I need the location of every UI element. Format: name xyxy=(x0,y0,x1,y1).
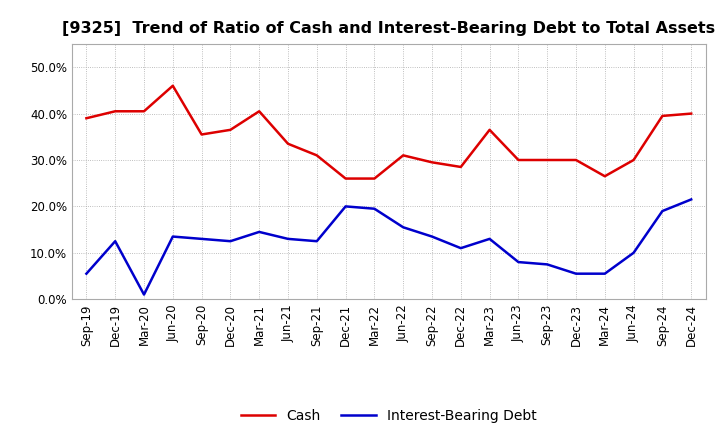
Interest-Bearing Debt xyxy=(399,225,408,230)
Interest-Bearing Debt xyxy=(370,206,379,211)
Cash xyxy=(572,158,580,163)
Interest-Bearing Debt xyxy=(226,238,235,244)
Interest-Bearing Debt xyxy=(600,271,609,276)
Interest-Bearing Debt xyxy=(543,262,552,267)
Line: Cash: Cash xyxy=(86,86,691,179)
Cash xyxy=(82,116,91,121)
Cash xyxy=(197,132,206,137)
Interest-Bearing Debt xyxy=(428,234,436,239)
Cash xyxy=(255,109,264,114)
Interest-Bearing Debt xyxy=(485,236,494,242)
Cash xyxy=(370,176,379,181)
Interest-Bearing Debt xyxy=(111,238,120,244)
Cash xyxy=(629,158,638,163)
Cash xyxy=(658,113,667,118)
Cash xyxy=(341,176,350,181)
Interest-Bearing Debt xyxy=(341,204,350,209)
Cash xyxy=(226,127,235,132)
Cash xyxy=(600,174,609,179)
Interest-Bearing Debt xyxy=(168,234,177,239)
Cash xyxy=(428,160,436,165)
Cash xyxy=(284,141,292,147)
Cash xyxy=(514,158,523,163)
Cash xyxy=(312,153,321,158)
Interest-Bearing Debt xyxy=(140,292,148,297)
Interest-Bearing Debt xyxy=(629,250,638,256)
Line: Interest-Bearing Debt: Interest-Bearing Debt xyxy=(86,199,691,294)
Interest-Bearing Debt xyxy=(658,209,667,214)
Interest-Bearing Debt xyxy=(255,229,264,235)
Interest-Bearing Debt xyxy=(312,238,321,244)
Interest-Bearing Debt xyxy=(687,197,696,202)
Interest-Bearing Debt xyxy=(514,260,523,265)
Cash xyxy=(140,109,148,114)
Title: [9325]  Trend of Ratio of Cash and Interest-Bearing Debt to Total Assets: [9325] Trend of Ratio of Cash and Intere… xyxy=(62,21,716,36)
Cash xyxy=(543,158,552,163)
Interest-Bearing Debt xyxy=(572,271,580,276)
Interest-Bearing Debt xyxy=(456,246,465,251)
Legend: Cash, Interest-Bearing Debt: Cash, Interest-Bearing Debt xyxy=(235,403,543,429)
Cash xyxy=(456,164,465,169)
Cash xyxy=(168,83,177,88)
Cash xyxy=(687,111,696,116)
Interest-Bearing Debt xyxy=(82,271,91,276)
Cash xyxy=(485,127,494,132)
Interest-Bearing Debt xyxy=(197,236,206,242)
Interest-Bearing Debt xyxy=(284,236,292,242)
Cash xyxy=(111,109,120,114)
Cash xyxy=(399,153,408,158)
